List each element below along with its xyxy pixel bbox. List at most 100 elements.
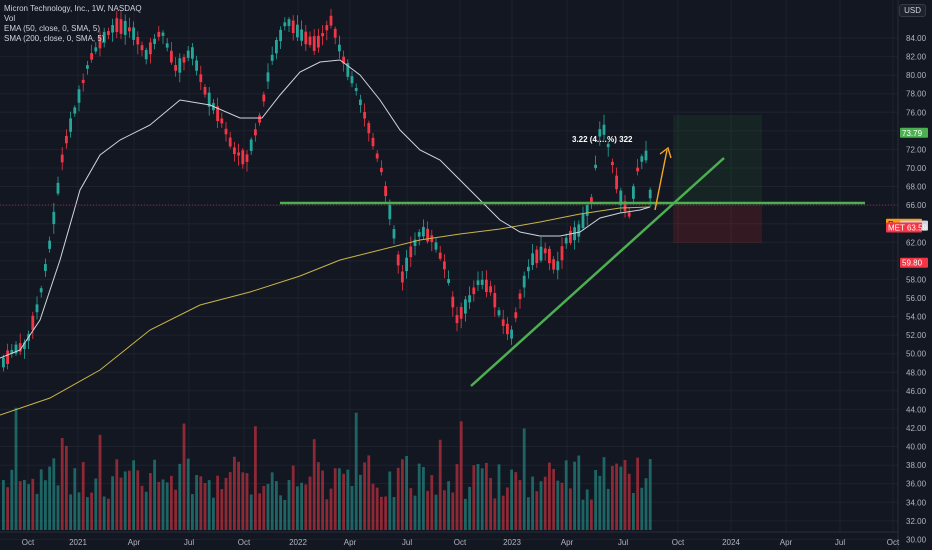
- candle-body: [602, 124, 606, 135]
- candle-body: [23, 342, 26, 349]
- candle-body: [178, 58, 182, 73]
- volume-bar: [65, 445, 68, 530]
- candle-body: [31, 315, 35, 330]
- candle-body: [140, 45, 144, 51]
- candle-body: [102, 31, 106, 43]
- loss-zone[interactable]: [673, 205, 762, 243]
- candle-body: [468, 295, 471, 303]
- candle-body: [144, 50, 148, 60]
- volume-bar: [73, 468, 77, 530]
- time-tick-label: Apr: [128, 538, 141, 547]
- time-axis[interactable]: Oct 2021 Apr Jul Oct 2022 Apr Jul Oct 2023 Apr Jul O…: [0, 531, 900, 547]
- candle-body: [384, 185, 387, 197]
- volume-bar: [543, 476, 547, 530]
- volume-bar: [258, 493, 261, 530]
- volume-bar: [304, 484, 308, 530]
- volume-bar: [493, 498, 497, 530]
- candle-body: [199, 74, 203, 83]
- volume-bar: [636, 457, 639, 530]
- volume-bar: [329, 488, 333, 530]
- volume-bar: [35, 493, 39, 530]
- candle-body: [270, 54, 274, 61]
- volume-bar: [581, 499, 585, 530]
- candle-body: [409, 246, 413, 258]
- price-tag-label: 73.79: [902, 129, 923, 138]
- volume-bar: [585, 489, 589, 530]
- time-tick-label: 2021: [69, 538, 87, 547]
- candle-body: [329, 15, 333, 26]
- candle-body: [552, 259, 555, 270]
- candle-body: [81, 79, 85, 84]
- volume-bar: [556, 480, 560, 530]
- candle-body: [291, 20, 295, 34]
- volume-bar: [531, 476, 534, 530]
- currency-button[interactable]: USD: [899, 4, 926, 17]
- candle-body: [165, 43, 169, 48]
- volume-bar: [354, 412, 358, 530]
- volume-bar: [564, 460, 568, 530]
- candle-body: [182, 57, 186, 63]
- volume-bar: [476, 464, 480, 530]
- price-axis[interactable]: 84.0082.0080.0078.0076.0074.0072.0070.00…: [897, 0, 927, 550]
- volume-bar: [102, 496, 106, 530]
- candle-body: [35, 304, 39, 313]
- candle-body: [497, 310, 501, 316]
- volume-bar: [325, 499, 329, 530]
- volume-bar: [338, 468, 341, 530]
- volume-bar: [2, 480, 5, 530]
- price-tick-label: 38.00: [906, 461, 927, 470]
- volume-bar: [518, 480, 522, 530]
- candle-body: [585, 205, 589, 216]
- candle-body: [422, 226, 425, 237]
- volume-bar: [615, 463, 618, 530]
- indicator-vol: Vol: [4, 14, 16, 23]
- candle-body: [485, 279, 488, 293]
- position-zone[interactable]: [673, 115, 762, 243]
- volume-bar: [535, 491, 539, 530]
- volume-bar: [237, 461, 240, 530]
- volume-bar: [207, 480, 211, 530]
- candle-body: [590, 197, 593, 203]
- projection-arrow[interactable]: [654, 146, 672, 211]
- volume-bar: [640, 487, 644, 530]
- candle-body: [258, 115, 261, 123]
- volume-bar: [178, 463, 182, 530]
- volume-bar: [115, 459, 119, 530]
- volume-bar: [170, 475, 173, 530]
- volume-bar: [380, 496, 383, 530]
- indicator-ema: EMA (50, close, 0, SMA, 5): [4, 24, 101, 33]
- candle-body: [539, 246, 543, 261]
- candle-body: [207, 92, 211, 107]
- candle-body: [464, 299, 467, 314]
- volume-bar: [539, 481, 543, 530]
- candle-body: [170, 50, 173, 63]
- candle-body: [325, 25, 329, 31]
- candle-body: [438, 252, 442, 259]
- volume-bar: [434, 494, 438, 530]
- time-tick-label: Jul: [835, 538, 845, 547]
- price-tag: [900, 257, 928, 268]
- volume-bar: [279, 495, 282, 530]
- price-tick-label: 48.00: [906, 368, 927, 377]
- candle-body: [636, 167, 639, 172]
- volume-bar: [455, 464, 459, 530]
- volume-bar: [359, 474, 362, 530]
- candle-body: [640, 156, 644, 162]
- candle-body: [77, 89, 81, 103]
- volume-bar: [245, 473, 249, 530]
- volume-bar: [371, 483, 375, 530]
- time-tick-label: Jul: [184, 538, 194, 547]
- candle-body: [2, 357, 5, 368]
- candle-body: [531, 253, 534, 266]
- volume-bar: [56, 485, 60, 530]
- candle-body: [459, 306, 463, 319]
- time-tick-label: Oct: [238, 538, 251, 547]
- candle-body: [535, 249, 539, 264]
- support-trendline[interactable]: [470, 157, 725, 387]
- candle-body: [237, 152, 240, 156]
- volume-bar: [128, 470, 131, 530]
- candle-body: [367, 123, 371, 134]
- candle-body: [388, 204, 392, 220]
- candle-body: [241, 150, 245, 165]
